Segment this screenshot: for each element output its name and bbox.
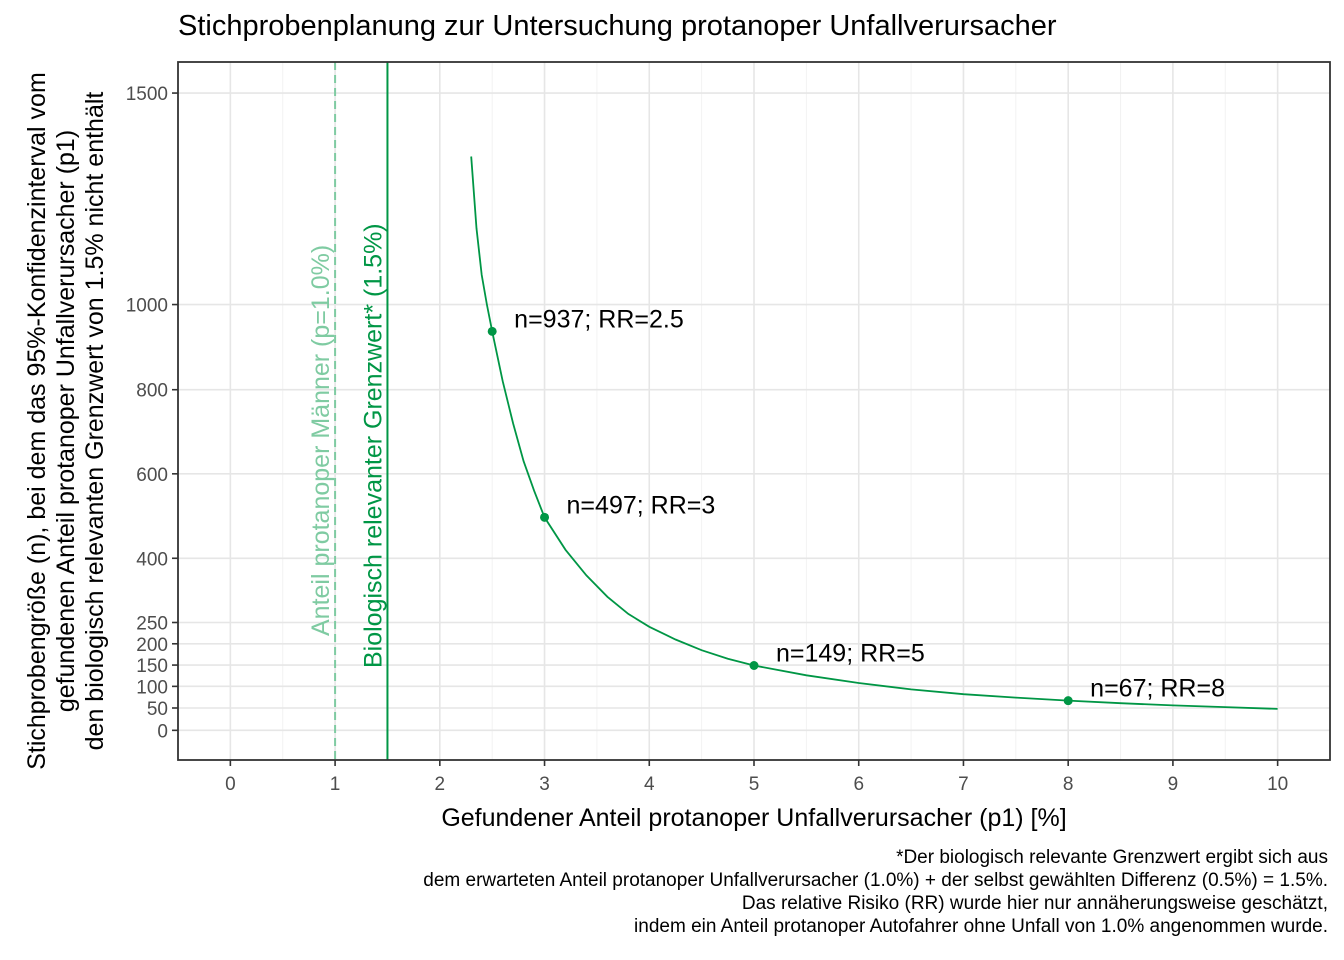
x-tick-label: 0: [225, 774, 236, 795]
caption-line: indem ein Anteil protanoper Autofahrer o…: [634, 916, 1328, 937]
y-axis-title-line: gefundenen Anteil protanoper Unfallverur…: [52, 130, 80, 712]
y-tick-label: 0: [157, 721, 168, 742]
x-tick-label: 10: [1267, 774, 1288, 795]
chart-title: Stichprobenplanung zur Untersuchung prot…: [178, 10, 1057, 42]
y-tick-label: 100: [136, 677, 168, 698]
data-point-label: n=497; RR=3: [567, 491, 716, 519]
data-point-label: n=67; RR=8: [1090, 675, 1225, 703]
x-tick-label: 7: [958, 774, 969, 795]
data-point-label: n=937; RR=2.5: [514, 305, 684, 333]
sample-size-curve: [470, 156, 1278, 710]
chart-caption: *Der biologisch relevante Grenzwert ergi…: [423, 846, 1328, 938]
grid: [178, 62, 1330, 760]
x-tick-label: 1: [330, 774, 341, 795]
y-tick-label: 1500: [126, 84, 168, 105]
y-tick-label: 250: [136, 613, 168, 634]
y-tick-label: 400: [136, 549, 168, 570]
caption-line: Das relative Risiko (RR) wurde hier nur …: [741, 893, 1328, 914]
y-tick-label: 150: [136, 656, 168, 677]
x-tick-label: 8: [1063, 774, 1074, 795]
y-axis-title-line: Stichprobengröße (n), bei dem das 95%-Ko…: [23, 72, 51, 770]
x-axis-title: Gefundener Anteil protanoper Unfallverur…: [441, 804, 1066, 832]
reference-lines: Anteil protanoper Männer (p=1.0%) Biologi…: [307, 62, 389, 760]
data-point: [540, 512, 550, 522]
x-tick-label: 4: [644, 774, 655, 795]
reference-line-label: Anteil protanoper Männer (p=1.0%): [307, 245, 335, 636]
reference-line-label: Biologisch relevanter Grenzwert* (1.5%): [359, 223, 387, 668]
axes: 0 1 2 3 4 5 6 7 8 9 100501001502002504006008001000…: [23, 61, 1331, 832]
y-tick-label: 200: [136, 635, 168, 656]
y-tick-label: 50: [147, 699, 168, 720]
highlighted-points: n=937; RR=2.5 n=497; RR=3 n=149; RR=5 n=67;…: [487, 305, 1225, 706]
y-tick-label: 600: [136, 465, 168, 486]
y-tick-label: 1000: [126, 296, 168, 317]
caption-line: *Der biologisch relevante Grenzwert ergi…: [896, 847, 1328, 868]
data-point-label: n=149; RR=5: [776, 639, 925, 667]
x-tick-label: 3: [539, 774, 550, 795]
data-point: [749, 660, 759, 670]
data-point: [1063, 696, 1073, 706]
data-point: [487, 326, 497, 336]
x-tick-label: 9: [1168, 774, 1179, 795]
x-tick-label: 6: [853, 774, 864, 795]
y-tick-label: 800: [136, 381, 168, 402]
curve-line: [470, 156, 1278, 710]
x-tick-label: 2: [435, 774, 446, 795]
y-axis-title-line: den biologisch relevanten Grenzwert von …: [81, 92, 109, 751]
x-tick-label: 5: [749, 774, 760, 795]
caption-line: dem erwarteten Anteil protanoper Unfallv…: [423, 870, 1328, 891]
